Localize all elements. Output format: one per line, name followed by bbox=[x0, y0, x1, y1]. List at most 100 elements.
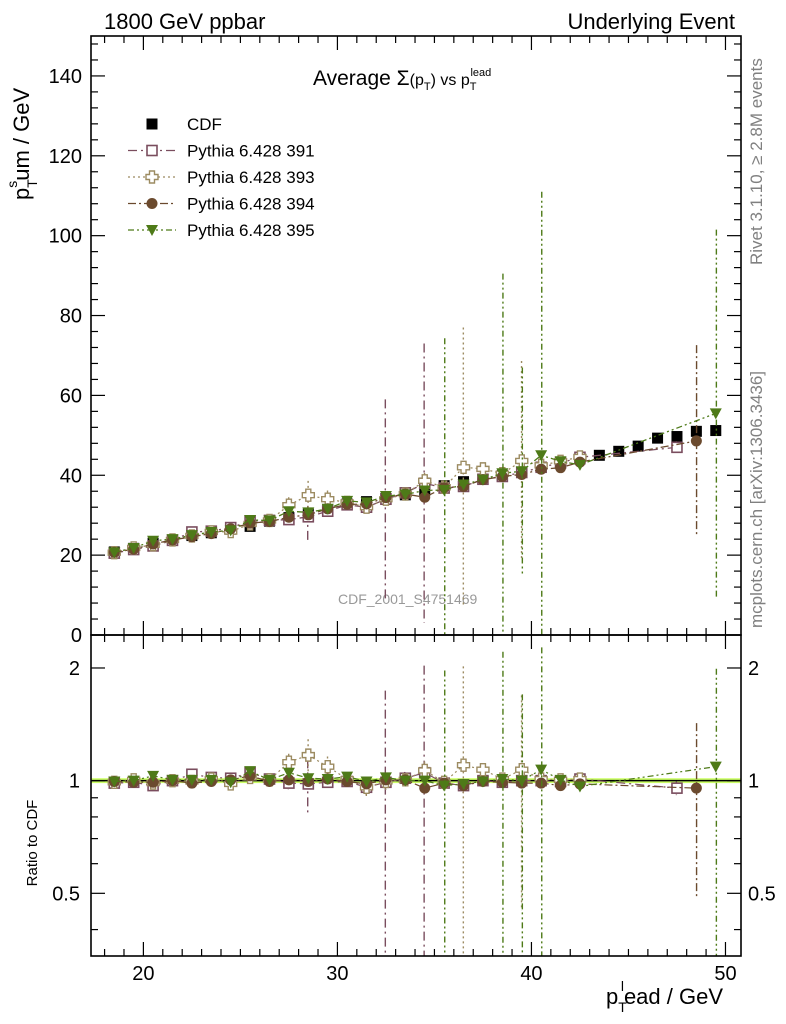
ratio-data-point bbox=[282, 755, 296, 769]
ratio-data-point bbox=[573, 781, 586, 793]
x-axis-title: pTlead / GeV bbox=[606, 978, 723, 1015]
ratio-axis-title: Ratio to CDF bbox=[24, 800, 41, 887]
ratio-data-point bbox=[399, 775, 412, 787]
x-tick-label: 50 bbox=[714, 963, 736, 985]
data-point bbox=[671, 441, 683, 454]
data-point bbox=[535, 463, 547, 475]
header-right: Underlying Event bbox=[567, 9, 735, 34]
legend-item: Pythia 6.428 393 bbox=[128, 168, 315, 187]
mcplots-label: mcplots.cern.ch [arXiv:1306.3436] bbox=[747, 371, 766, 628]
ratio-data-point bbox=[127, 775, 140, 787]
ratio-data-point bbox=[496, 774, 509, 786]
series-pythia-6-428-394 bbox=[108, 345, 702, 558]
data-point bbox=[244, 514, 257, 526]
data-point bbox=[224, 525, 237, 537]
ratio-y-tick-label: 2 bbox=[69, 658, 80, 680]
chart-title: Average Σ(pT) vs pTlead bbox=[313, 67, 491, 93]
data-point bbox=[515, 466, 528, 478]
legend-marker bbox=[145, 170, 159, 184]
ratio-data-point bbox=[457, 778, 470, 790]
data-point bbox=[456, 460, 471, 474]
ratio-data-point bbox=[205, 774, 218, 786]
ratio-data-point bbox=[244, 766, 257, 778]
legend-label: Pythia 6.428 393 bbox=[187, 168, 315, 187]
legend-marker bbox=[146, 144, 158, 157]
legend-item: Pythia 6.428 391 bbox=[128, 142, 315, 161]
legend-marker bbox=[146, 225, 158, 236]
y-axis-title: pTsum / GeV bbox=[4, 88, 40, 200]
ratio-data-point bbox=[360, 776, 373, 788]
data-point bbox=[457, 479, 470, 491]
data-point bbox=[360, 497, 373, 509]
y-tick-label: 140 bbox=[49, 66, 82, 88]
ratio-y-tick-label: 0.5 bbox=[52, 883, 80, 905]
ratio-data-point bbox=[341, 771, 354, 783]
data-point bbox=[399, 489, 412, 501]
x-tick-label: 20 bbox=[132, 963, 154, 985]
ratio-frame bbox=[90, 634, 742, 957]
y-tick-label: 0 bbox=[71, 625, 82, 647]
series-line bbox=[114, 446, 678, 554]
x-tick-label: 30 bbox=[326, 963, 348, 985]
ratio-data-point bbox=[709, 761, 722, 773]
ratio-y-tick-label-right: 1 bbox=[748, 771, 759, 793]
header-left: 1800 GeV ppbar bbox=[104, 9, 265, 34]
series-pythia-6-428-391 bbox=[108, 343, 683, 624]
y-tick-label: 80 bbox=[60, 306, 82, 328]
rivet-label: Rivet 3.1.10, ≥ 2.8M events bbox=[747, 58, 766, 265]
data-point bbox=[555, 462, 567, 474]
ratio-data-point bbox=[147, 776, 159, 788]
ratio-data-point bbox=[690, 782, 702, 794]
ratio-y-tick-label-right: 2 bbox=[748, 658, 759, 680]
ratio-panel: 20 30 40 50 0.5 0.5 1 1 2 2 bbox=[52, 36, 776, 985]
data-point bbox=[263, 515, 276, 527]
y-tick-label: 20 bbox=[60, 545, 82, 567]
data-point bbox=[166, 534, 179, 546]
ratio-data-point bbox=[108, 776, 121, 788]
ratio-data-point bbox=[321, 759, 335, 774]
ratio-data-point bbox=[671, 782, 683, 794]
ratio-data-point bbox=[185, 774, 198, 786]
ratio-data-point bbox=[419, 782, 431, 794]
data-point bbox=[496, 468, 509, 480]
ratio-series-pythia-6-428-394 bbox=[108, 723, 702, 899]
ratio-data-point bbox=[147, 770, 160, 782]
data-point bbox=[690, 435, 702, 447]
data-point bbox=[282, 506, 295, 518]
series-pythia-6-428-393 bbox=[107, 327, 587, 608]
ratio-data-point bbox=[515, 775, 528, 787]
data-point bbox=[185, 530, 198, 542]
data-point bbox=[108, 547, 121, 559]
ratio-data-point bbox=[535, 764, 548, 776]
legend-marker bbox=[146, 198, 158, 209]
ratio-data-point bbox=[438, 780, 451, 792]
legend-item: CDF bbox=[146, 115, 222, 134]
data-point bbox=[418, 485, 431, 497]
data-point bbox=[632, 440, 644, 452]
y-tick-label: 120 bbox=[49, 146, 82, 168]
data-point bbox=[127, 542, 140, 554]
data-point bbox=[205, 526, 218, 538]
data-point bbox=[554, 456, 567, 468]
legend-label: CDF bbox=[187, 115, 222, 134]
legend-label: Pythia 6.428 394 bbox=[187, 195, 315, 214]
legend: CDF Pythia 6.428 391 Pythia 6.428 393 Pythi… bbox=[128, 115, 315, 240]
legend-label: Pythia 6.428 391 bbox=[187, 142, 315, 161]
data-point bbox=[652, 432, 664, 444]
ratio-data-point bbox=[282, 767, 295, 779]
ratio-y-tick-label: 1 bbox=[69, 771, 80, 793]
ratio-data-point bbox=[321, 774, 334, 786]
ratio-data-point bbox=[263, 774, 276, 786]
data-point bbox=[438, 485, 451, 497]
ratio-data-point bbox=[301, 748, 316, 762]
data-point bbox=[419, 491, 431, 503]
data-point bbox=[302, 507, 315, 519]
legend-label: Pythia 6.428 395 bbox=[187, 221, 315, 240]
data-point bbox=[535, 450, 548, 462]
series-pythia-6-428-395 bbox=[108, 191, 722, 635]
ratio-series-pythia-6-428-393 bbox=[107, 666, 587, 956]
ratio-data-point bbox=[554, 774, 567, 786]
ratio-series-line bbox=[114, 766, 716, 788]
data-point bbox=[476, 462, 490, 476]
